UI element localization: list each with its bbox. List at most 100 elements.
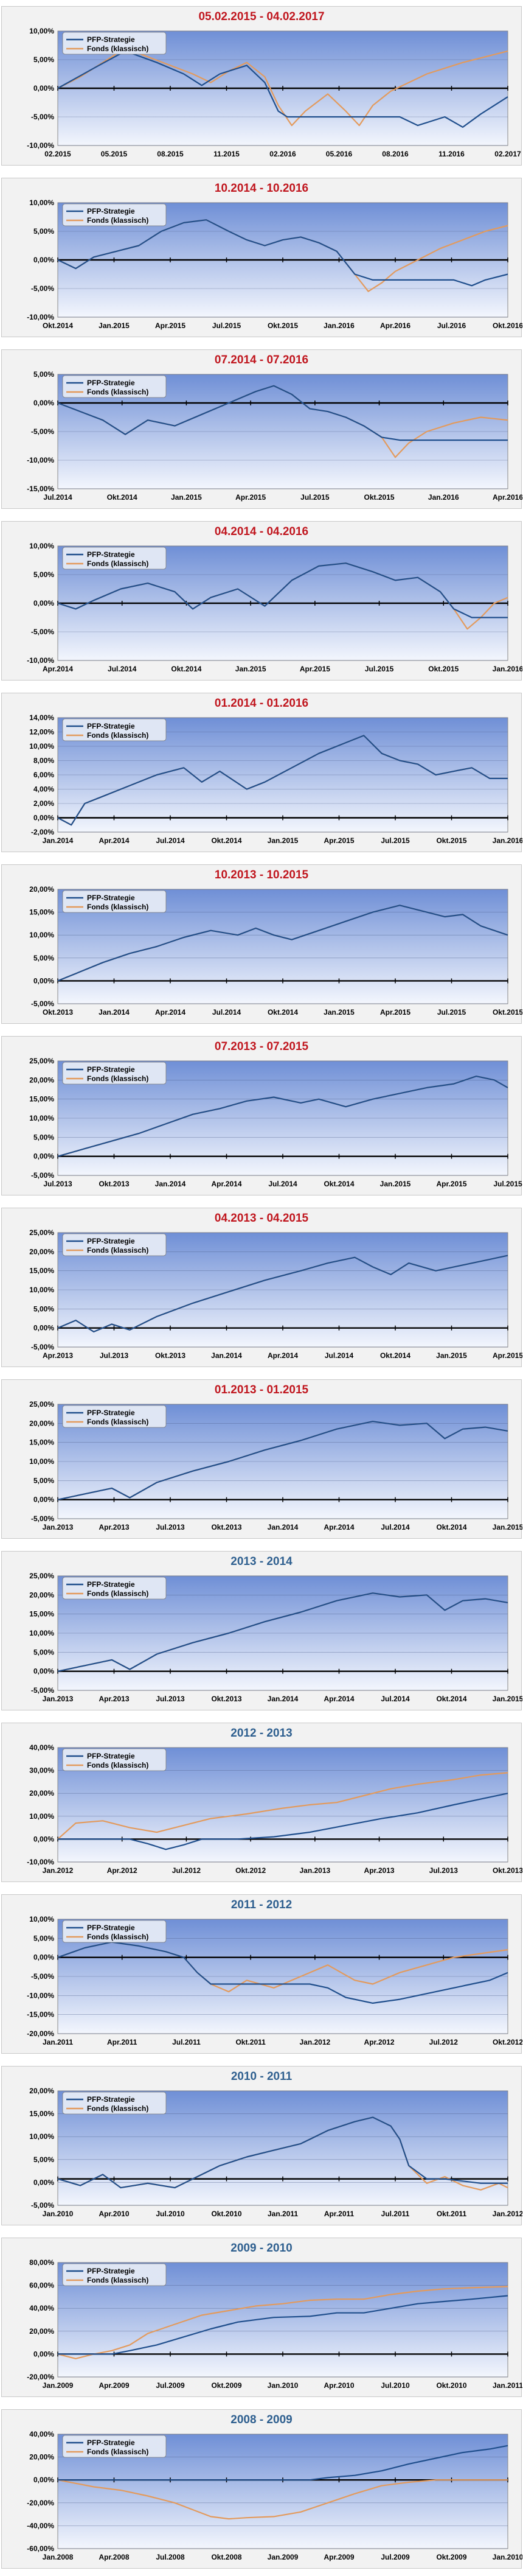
chart-svg: 20,00%15,00%10,00%5,00%0,00%-5,00%Okt.20… [29,885,522,1017]
series-line-pfp-strategie [57,1421,508,1500]
x-tick-label: Jan.2009 [268,2553,299,2561]
x-tick-label: Jul.2013 [43,1180,72,1188]
x-tick-label: Jan.2011 [493,2381,522,2390]
y-tick-label: 0,00% [33,599,54,607]
chart-svg: 20,00%15,00%10,00%5,00%0,00%-5,00%Jan.20… [29,2087,522,2218]
y-tick-label: -5,00% [31,1343,54,1351]
chart-svg: 10,00% 5,00% 0,00% -5,00% -10,00% -15,00% -20,… [27,1915,522,2046]
chart-svg: 40,00%30,00%20,00%10,00%0,00%-10,00%Jan.… [27,1743,522,1875]
y-tick-label: 10,00% [29,931,54,939]
x-tick-label: Apr.2015 [300,665,330,673]
series-line-fonds-klassisch [57,1772,508,1840]
chart-panel: 07.2014 - 07.2016 5,00% 0,00% -5,00% -10,00%… [1,349,522,509]
legend-label: PFP-Strategie [87,894,135,902]
x-tick-label: 02.2015 [44,150,71,158]
x-tick-label: Apr.2016 [493,493,522,502]
legend-label: Fonds (klassisch) [87,1074,148,1083]
x-tick-label: Jan.2012 [493,2210,522,2218]
legend-box [62,203,167,226]
x-tick-label: Apr.2013 [99,1523,129,1531]
x-tick-label: Apr.2015 [324,836,354,845]
x-tick-label: Apr.2014 [155,1008,185,1017]
chart-title: 07.2013 - 07.2015 [214,1040,309,1053]
x-tick-label: Okt.2013 [211,1695,241,1703]
x-tick-label: Okt.2010 [211,2210,241,2218]
y-tick-label: -5,00% [31,1171,54,1180]
y-tick-label: 10,00% [29,1286,54,1294]
x-tick-label: Apr.2015 [380,1008,410,1017]
x-tick-label: Okt.2014 [436,1695,466,1703]
chart-svg: 10,00% 5,00% 0,00% -5,00% -10,00%Apr.2014 Jul… [27,542,522,673]
x-tick-label: Apr.2012 [364,2038,395,2046]
x-tick-label: Apr.2010 [324,2381,354,2390]
y-tick-label: -20,00% [27,2373,54,2381]
y-tick-label: -10,00% [27,656,54,665]
y-tick-label: 15,00% [29,1610,54,1619]
x-tick-label: Apr.2015 [493,1351,522,1360]
y-tick-label: -5,00% [31,1686,54,1695]
y-tick-label: 8,00% [33,757,54,765]
x-tick-label: Jul.2015 [381,836,410,845]
x-tick-label: Jan.2013 [43,1695,74,1703]
x-tick-label: Apr.2013 [43,1351,73,1360]
y-tick-label: 0,00% [33,1953,54,1962]
x-tick-label: Jul.2014 [325,1351,354,1360]
legend-label: PFP-Strategie [87,207,135,215]
legend-box [62,1920,167,1943]
y-tick-label: 10,00% [29,198,54,207]
y-tick-label: 10,00% [29,1114,54,1122]
legend-label: Fonds (klassisch) [87,731,148,740]
y-tick-label: 10,00% [29,742,54,751]
y-tick-label: 5,00% [33,1476,54,1485]
x-tick-label: 11.2016 [438,150,465,158]
x-tick-label: Apr.2015 [436,1180,466,1188]
y-tick-label: 40,00% [29,1743,54,1752]
x-tick-label: Jan.2014 [268,1695,299,1703]
chart-title: 2013 - 2014 [230,1555,293,1568]
x-tick-label: Jan.2016 [493,836,522,845]
y-tick-label: 0,00% [33,1152,54,1161]
legend-label: Fonds (klassisch) [87,1589,148,1598]
legend-label: Fonds (klassisch) [87,388,148,396]
x-tick-label: Apr.2013 [364,1866,395,1875]
x-tick-label: Apr.2010 [99,2210,129,2218]
series-line-pfp-strategie [58,1793,508,1850]
x-tick-label: Jul.2013 [429,1866,459,1875]
y-tick-label: 25,00% [29,1400,54,1409]
y-tick-label: 0,00% [33,2178,54,2186]
chart-svg: 10,00% 5,00% 0,00% -5,00% -10,00%02.2015 05.2… [27,27,521,158]
y-tick-label: 5,00% [33,55,54,64]
x-tick-label: Jan.2015 [436,1351,467,1360]
x-tick-label: 02.2016 [269,150,296,158]
x-tick-label: Okt.2012 [235,1866,266,1875]
chart-svg: 80,00%60,00%40,00%20,00%0,00%-20,00%Jan.… [27,2258,522,2390]
y-tick-label: 20,00% [29,885,54,894]
legend-label: Fonds (klassisch) [87,1418,148,1426]
x-tick-label: Okt.2014 [171,665,201,673]
chart-svg: 25,00% 20,00% 15,00% 10,00% 5,00% 0,00% -5,00%… [29,1572,522,1703]
y-tick-label: -20,00% [27,2029,54,2038]
legend-box [62,1748,167,1771]
legend-label: PFP-Strategie [87,722,135,730]
series-line-fonds-klassisch [57,2286,508,2359]
x-tick-label: 05.2016 [326,150,353,158]
x-tick-label: Jul.2014 [381,1523,410,1531]
legend-label: Fonds (klassisch) [87,2104,148,2113]
x-tick-label: Okt.2014 [107,493,137,502]
y-tick-label: 0,00% [33,84,54,93]
y-tick-label: 10,00% [29,27,54,35]
chart-svg: 5,00% 0,00% -5,00% -10,00% -15,00%Jul.2014 Ok… [27,370,522,502]
x-tick-label: 05.2015 [101,150,128,158]
chart-title: 10.2014 - 10.2016 [214,182,309,195]
x-tick-label: Okt.2015 [436,836,466,845]
y-tick-label: 20,00% [29,2327,54,2336]
x-tick-label: Jul.2010 [381,2381,410,2390]
y-tick-label: -15,00% [27,485,54,493]
y-tick-label: -10,00% [27,141,54,150]
chart-panel: 2013 - 2014 25,00% 20,00% 15,00% 10,00% 5,00%… [1,1551,522,1710]
x-tick-label: Okt.2015 [268,321,298,330]
series-line-pfp-strategie [57,1592,508,1672]
x-tick-label: 02.2017 [494,150,521,158]
y-tick-label: 20,00% [29,1419,54,1427]
y-tick-label: 0,00% [33,2476,54,2484]
